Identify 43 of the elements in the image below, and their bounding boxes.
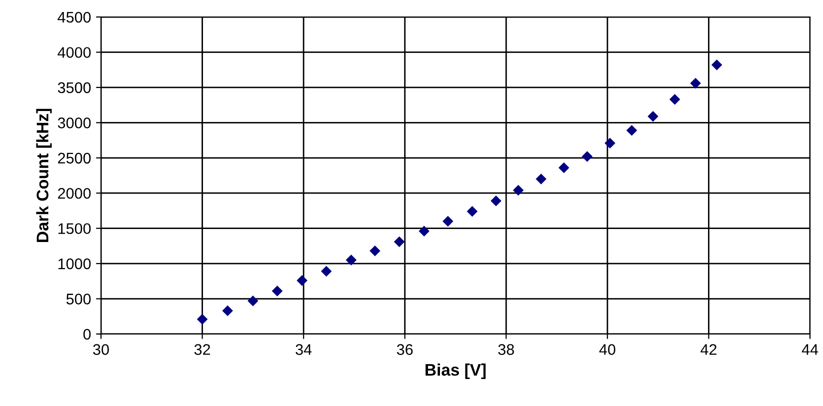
point <box>582 151 593 162</box>
point <box>296 275 308 286</box>
y-tick-label: 4000 <box>58 47 91 58</box>
y-tick-label: 2500 <box>58 152 91 164</box>
point <box>558 162 570 174</box>
y-tick-label: 1500 <box>58 223 91 234</box>
x-tick-label: 44 <box>802 344 818 355</box>
point <box>466 206 478 217</box>
point <box>272 286 283 296</box>
x-tick-label: 40 <box>599 344 616 355</box>
point <box>626 125 638 136</box>
x-tick-label: 30 <box>93 344 109 355</box>
point <box>196 314 208 325</box>
y-tick-label: 0 <box>83 328 91 340</box>
point <box>394 236 405 248</box>
x-tick-label: 36 <box>396 344 413 355</box>
x-tick-label: 38 <box>498 344 514 355</box>
point <box>669 94 680 105</box>
x-axis-title: Bias [V] <box>426 364 486 380</box>
point <box>648 110 658 122</box>
x-tick-label: 32 <box>194 344 210 355</box>
point <box>536 174 546 184</box>
y-tick-label: 4500 <box>58 12 91 23</box>
point <box>222 305 233 316</box>
point <box>442 216 454 227</box>
point <box>512 184 524 196</box>
y-tick-label: 3000 <box>58 118 91 128</box>
point <box>418 226 430 237</box>
point <box>711 60 722 70</box>
point <box>248 296 258 306</box>
point <box>604 138 616 148</box>
point <box>690 78 701 89</box>
y-axis-title: Dark Count [kHz] <box>36 108 52 242</box>
y-tick-label: 500 <box>66 294 91 304</box>
x-tick-label: 34 <box>296 344 312 355</box>
y-tick-label: 1000 <box>58 258 91 270</box>
point <box>320 266 332 277</box>
point <box>346 254 357 266</box>
y-tick-label: 2000 <box>58 188 91 199</box>
point <box>490 195 502 206</box>
y-tick-label: 3500 <box>58 82 91 94</box>
point <box>370 245 380 256</box>
x-tick-label: 42 <box>700 344 716 355</box>
